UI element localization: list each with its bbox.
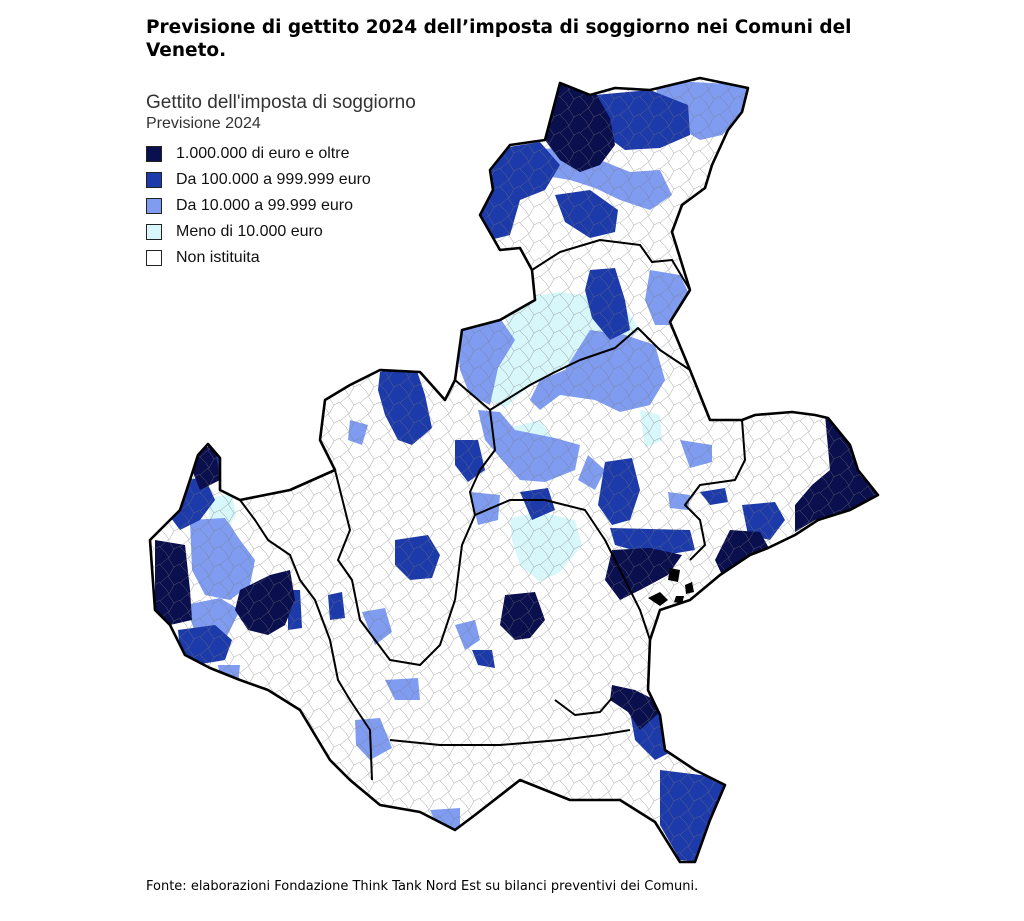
legend-item-over-1m: 1.000.000 di euro e oltre [146, 141, 416, 167]
legend-swatch [146, 224, 162, 240]
source-note: Fonte: elaborazioni Fondazione Think Tan… [146, 879, 699, 894]
province-boundaries [239, 239, 746, 781]
legend-swatch [146, 146, 162, 162]
legend-label: 1.000.000 di euro e oltre [176, 145, 350, 162]
map-title: Previsione di gettito 2024 dell’imposta … [146, 17, 852, 61]
legend-item-10k-99k: Da 10.000 a 99.999 euro [146, 193, 416, 219]
legend-subtitle: Previsione 2024 [146, 115, 261, 132]
legend-label: Meno di 10.000 euro [176, 223, 323, 240]
legend-item-100k-999k: Da 100.000 a 999.999 euro [146, 167, 416, 193]
legend-swatch [146, 250, 162, 266]
legend-item-not-established: Non istituita [146, 245, 416, 271]
legend-label: Da 10.000 a 99.999 euro [176, 197, 354, 214]
legend-label: Non istituita [176, 249, 260, 266]
legend-title: Gettito dell'imposta di soggiorno [146, 92, 416, 113]
legend: Gettito dell'imposta di soggiorno Previs… [146, 92, 416, 271]
legend-label: Da 100.000 a 999.999 euro [176, 171, 371, 188]
legend-swatch [146, 172, 162, 188]
legend-swatch [146, 198, 162, 214]
legend-item-under-10k: Meno di 10.000 euro [146, 219, 416, 245]
lagoon-islands [648, 568, 694, 606]
